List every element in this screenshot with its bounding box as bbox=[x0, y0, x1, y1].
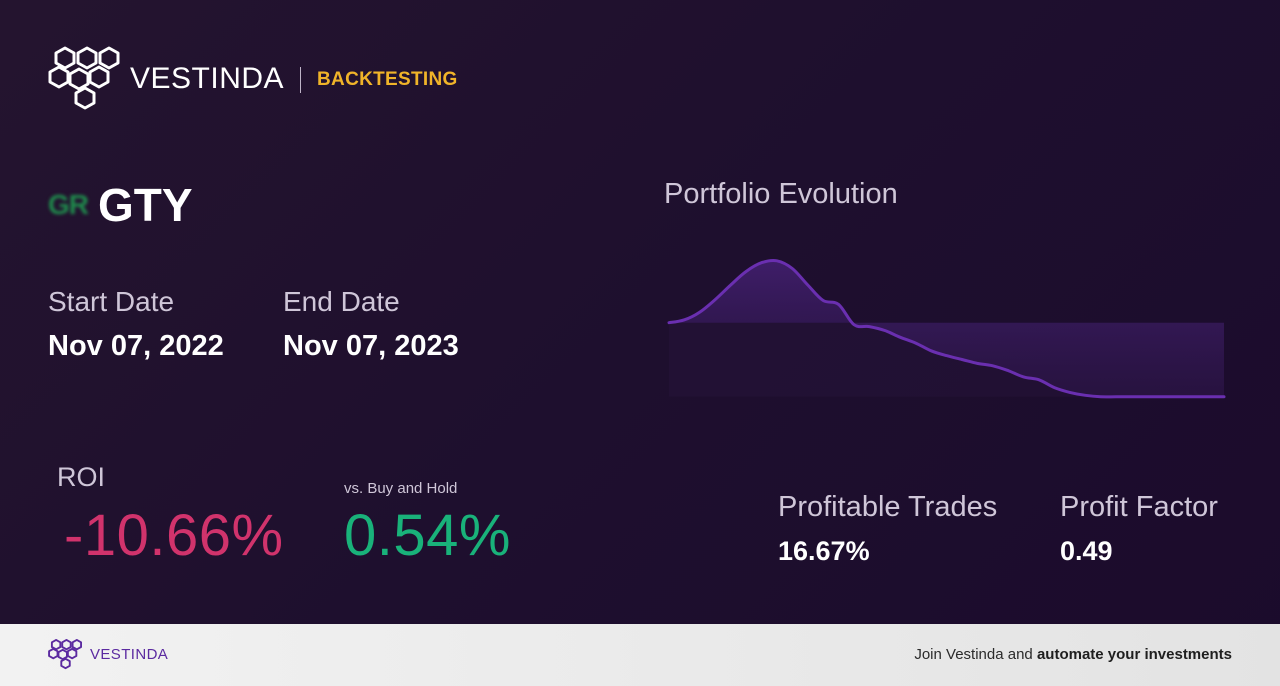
buy-hold-value: 0.54% bbox=[344, 503, 511, 568]
footer-cta-prefix: Join Vestinda and bbox=[914, 646, 1037, 663]
start-date-value: Nov 07, 2022 bbox=[48, 330, 224, 362]
roi-label: ROI bbox=[57, 462, 106, 492]
buy-hold-label: vs. Buy and Hold bbox=[344, 480, 458, 497]
end-date-label: End Date bbox=[283, 286, 400, 317]
asset-title: GR GTY bbox=[48, 178, 193, 232]
profit-factor-value: 0.49 bbox=[1060, 536, 1113, 566]
portfolio-chart bbox=[667, 258, 1226, 399]
footer-logo-icon bbox=[48, 639, 82, 670]
section-tag: BACKTESTING bbox=[317, 69, 458, 90]
end-date-value: Nov 07, 2023 bbox=[283, 330, 459, 362]
start-date-label: Start Date bbox=[48, 286, 175, 317]
profitable-trades-label: Profitable Trades bbox=[778, 491, 998, 523]
footer: VESTINDA Join Vestinda and automate your… bbox=[0, 624, 1280, 686]
chart-title: Portfolio Evolution bbox=[664, 178, 898, 210]
roi-value: -10.66% bbox=[64, 503, 284, 568]
profit-factor-label: Profit Factor bbox=[1060, 491, 1218, 523]
profitable-trades-value: 16.67% bbox=[778, 536, 870, 566]
asset-logo: GR bbox=[48, 189, 89, 220]
brand-name: VESTINDA bbox=[130, 62, 285, 95]
chart-area-above-baseline bbox=[669, 260, 1224, 397]
vestinda-logo-icon bbox=[48, 46, 120, 110]
header-divider bbox=[300, 67, 302, 93]
backtest-card: VESTINDA BACKTESTING GR GTY Start Date N… bbox=[48, 46, 1226, 568]
footer-cta-bold: automate your investments bbox=[1036, 646, 1232, 663]
footer-cta[interactable]: Join Vestinda and automate your investme… bbox=[914, 646, 1232, 663]
footer-brand: VESTINDA bbox=[90, 646, 169, 663]
ticker-symbol: GTY bbox=[98, 179, 193, 231]
header: VESTINDA BACKTESTING bbox=[48, 46, 458, 114]
chart-series-line bbox=[667, 258, 1226, 399]
